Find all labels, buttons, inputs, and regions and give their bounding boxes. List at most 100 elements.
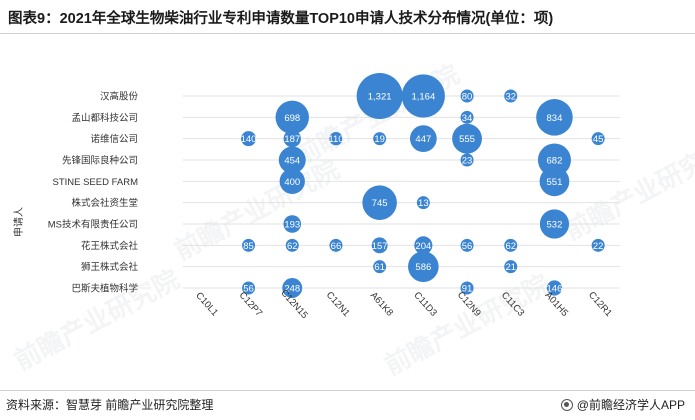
bubble — [282, 278, 303, 298]
bubble-value-label: 400 — [284, 177, 300, 188]
bubble — [539, 166, 570, 197]
bubble — [452, 123, 482, 154]
x-tick-label: C11D3 — [411, 290, 438, 319]
bubble-value-label: 447 — [415, 134, 431, 145]
bubble-value-label: 1,321 — [368, 92, 392, 103]
bubble — [362, 185, 397, 220]
bubble-value-label: 532 — [547, 220, 563, 231]
bubble-value-label: 32 — [505, 92, 516, 103]
bubble-value-label: 85 — [243, 241, 254, 252]
y-tick-label: 株式会社资生堂 — [71, 197, 138, 209]
bubble-value-label: 110 — [328, 134, 343, 145]
bubble-value-label: 157 — [372, 241, 388, 252]
bubble — [546, 280, 563, 296]
source-note: 资料来源：智慧芽 前瞻产业研究院整理 — [6, 398, 214, 412]
bubble-value-label: 193 — [284, 220, 300, 231]
y-tick-label: 汉高股份 — [100, 91, 139, 103]
bubble — [408, 251, 439, 282]
bubble — [504, 89, 518, 103]
y-tick-label: 巴斯夫植物科学 — [71, 283, 138, 295]
bubble-value-label: 1,164 — [411, 92, 435, 103]
bubble — [409, 125, 437, 153]
bubble-value-label: 22 — [593, 241, 604, 252]
bubble-value-label: 682 — [547, 156, 563, 167]
bubble — [504, 238, 518, 252]
bubble — [278, 146, 306, 174]
bubble — [539, 209, 570, 239]
bubble — [401, 74, 445, 118]
chart-title: 图表9：2021年全球生物柴油行业专利申请数量TOP10申请人技术分布情况(单位… — [8, 11, 554, 27]
y-tick-label: 狮王株式会社 — [81, 261, 139, 273]
bubble-value-label: 834 — [547, 113, 563, 124]
title-divider — [0, 33, 695, 34]
bubble-value-label: 586 — [415, 262, 431, 273]
bubble — [537, 143, 571, 177]
bubble — [591, 132, 605, 146]
bubble-value-label: 698 — [284, 113, 300, 124]
x-tick-label: C11C3 — [499, 290, 526, 319]
bubble-value-label: 56 — [462, 241, 473, 252]
bubble-value-label: 745 — [372, 198, 388, 209]
bubble-value-label: 45 — [593, 134, 604, 145]
bubble-value-label: 21 — [505, 262, 516, 273]
bubble — [356, 73, 403, 119]
y-tick-label: 先锋国际良种公司 — [62, 155, 138, 167]
bubble — [460, 153, 474, 167]
bubble — [279, 168, 305, 194]
bubble — [329, 238, 343, 252]
bubble-value-label: 34 — [462, 113, 473, 124]
bubble — [283, 215, 302, 233]
bubble-value-label: 62 — [505, 241, 516, 252]
bubble — [373, 132, 387, 146]
x-tick-labels: C10L1 C12P7 C12N15 C12N1 A61K8 C11D3 C12N9 C11C… — [193, 288, 614, 321]
y-tick-label: 花王株式会社 — [81, 240, 139, 252]
bubble — [242, 238, 256, 252]
bubble-value-label: 187 — [284, 134, 300, 145]
x-tick-label: C12R1 — [586, 290, 614, 319]
bubble — [460, 281, 474, 295]
grid-lines — [183, 95, 620, 289]
bubble — [460, 89, 474, 103]
bubble-value-label: 19 — [374, 134, 385, 145]
bubble — [373, 260, 387, 274]
bubble-value-label: 66 — [331, 241, 342, 252]
bubble-value-label: 13 — [418, 198, 429, 209]
x-tick-label: C10L1 — [193, 290, 220, 318]
bubble-value-label: 555 — [459, 134, 475, 145]
bubble-value-label: 61 — [374, 262, 385, 273]
x-tick-label: A61K8 — [368, 290, 395, 319]
bubble — [283, 130, 301, 148]
bubble-value-label: 56 — [243, 284, 254, 295]
bubble — [241, 131, 257, 147]
bubble-value-label: 23 — [462, 156, 473, 167]
bubble-value-label: 204 — [415, 241, 431, 252]
brand-logo-icon — [560, 398, 573, 411]
brand-mark: @前瞻经济学人APP — [560, 396, 685, 413]
bubble — [414, 236, 433, 255]
bubble-value-label: 91 — [462, 284, 473, 295]
bubble-value-label: 146 — [547, 284, 563, 295]
bubble — [536, 99, 573, 136]
y-tick-label: 诺维信公司 — [90, 133, 138, 145]
x-tick-label: C12N1 — [324, 290, 352, 319]
bubble — [504, 260, 518, 274]
bubble — [242, 281, 256, 295]
bubble — [460, 110, 474, 124]
y-tick-label: MS技术有限责任公司 — [48, 219, 138, 231]
bubble — [275, 100, 309, 135]
brand-label: @前瞻经济学人APP — [576, 398, 685, 412]
y-axis-title: 申请人 — [12, 207, 25, 237]
bubble — [329, 132, 343, 146]
bubble-value-label: 80 — [462, 92, 473, 103]
bubble-value-label: 140 — [241, 134, 257, 145]
y-tick-label: 孟山都科技公司 — [71, 112, 138, 124]
bubble — [371, 237, 388, 254]
bubble-value-label: 551 — [547, 177, 563, 188]
bubble — [416, 196, 430, 210]
bubble — [460, 238, 474, 252]
bubble-value-label: 248 — [284, 284, 300, 295]
footer-divider — [0, 390, 695, 391]
y-tick-label: STINE SEED FARM — [52, 177, 138, 188]
